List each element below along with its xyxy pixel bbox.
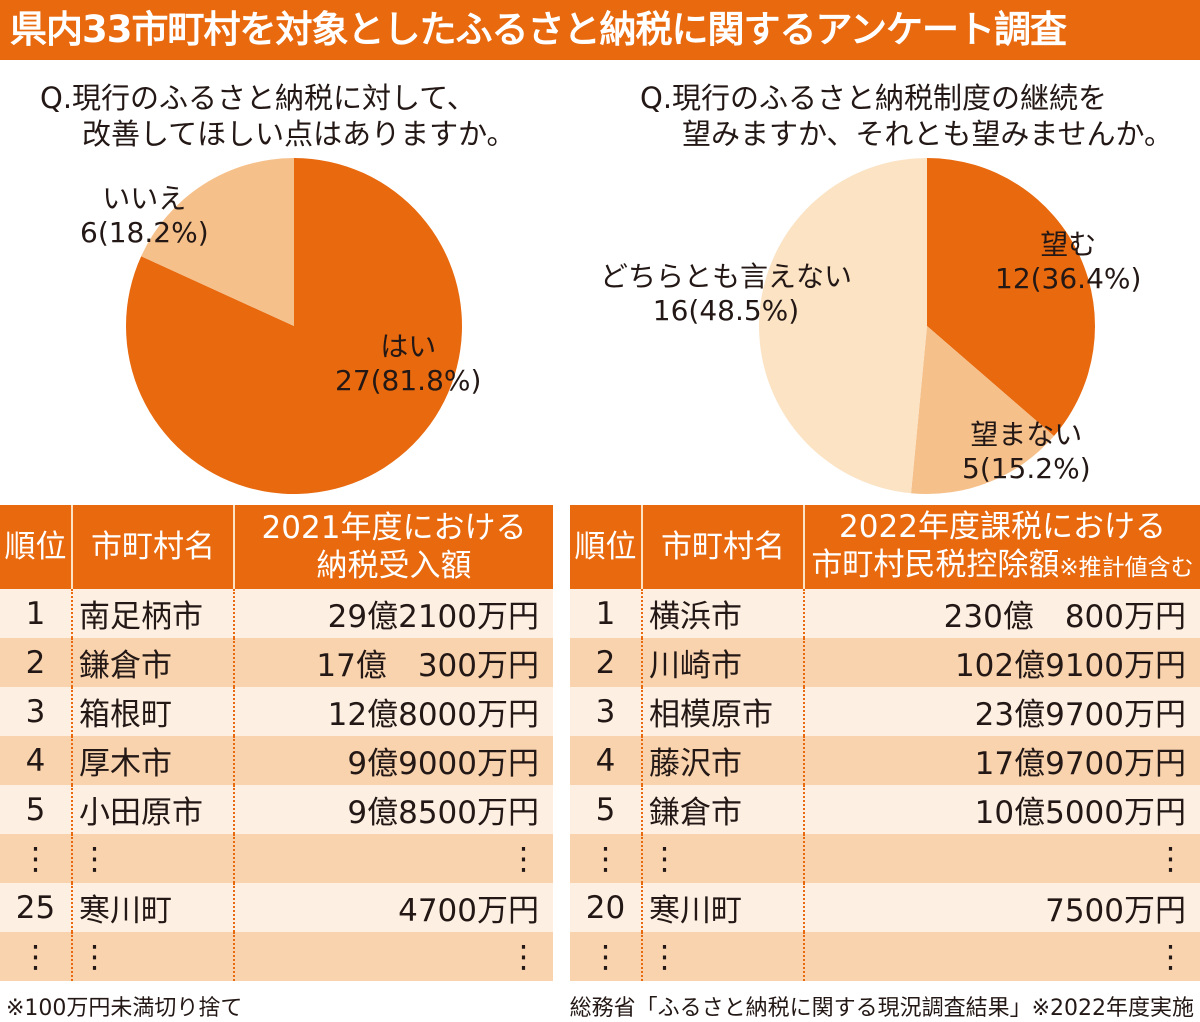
rank-cell: 2 xyxy=(0,638,72,687)
slice-label-iie: いいえ 6(18.2%) xyxy=(80,182,209,249)
amount-cell: 10億5000万円 xyxy=(803,785,1200,834)
amount-cell: 23億9700万円 xyxy=(803,687,1200,736)
municipality-cell: 寒川町 xyxy=(71,883,234,932)
rank-cell: 5 xyxy=(0,785,72,834)
table-row: 20 寒川町 7500万円 xyxy=(570,883,1200,932)
municipality-cell: 川崎市 xyxy=(641,638,804,687)
table-row: 3 箱根町 12億8000万円 xyxy=(0,687,553,736)
slice-label-dochiratomo: どちらとも言えない 16(48.5%) xyxy=(600,260,853,327)
amount-cell: ⋮ xyxy=(803,932,1200,981)
table-2022-deductions: 順位 市町村名 2022年度課税における 市町村民税控除額※推計値含む 1 横浜市 2… xyxy=(570,505,1200,981)
table-row: 2 鎌倉市 17億 300万円 xyxy=(0,638,553,687)
slice-label-nozomu: 望む 12(36.4%) xyxy=(995,228,1142,295)
amount-cell: 9億8500万円 xyxy=(233,785,553,834)
amount-cell: 29億2100万円 xyxy=(233,589,553,638)
municipality-cell: 相模原市 xyxy=(641,687,804,736)
rank-cell: 4 xyxy=(0,736,72,785)
municipality-cell: 小田原市 xyxy=(71,785,234,834)
pie-chart-1 xyxy=(126,158,463,495)
rank-cell: 20 xyxy=(570,883,642,932)
pie-slice-0 xyxy=(927,158,1095,437)
table-row: 5 小田原市 9億8500万円 xyxy=(0,785,553,834)
table-row: 4 藤沢市 17億9700万円 xyxy=(570,736,1200,785)
header-municipality: 市町村名 xyxy=(71,505,234,589)
municipality-cell: 横浜市 xyxy=(641,589,804,638)
municipality-cell: ⋮ xyxy=(641,932,804,981)
pie-slice-2 xyxy=(759,158,927,494)
header-rank: 順位 xyxy=(0,505,72,589)
municipality-cell: ⋮ xyxy=(71,932,234,981)
table-row: ⋮ ⋮ ⋮ xyxy=(570,932,1200,981)
municipality-cell: 寒川町 xyxy=(641,883,804,932)
table-row: 5 鎌倉市 10億5000万円 xyxy=(570,785,1200,834)
rank-cell: 1 xyxy=(0,589,72,638)
municipality-cell: ⋮ xyxy=(71,834,234,883)
amount-cell: ⋮ xyxy=(233,834,553,883)
amount-cell: 230億 800万円 xyxy=(803,589,1200,638)
rank-cell: ⋮ xyxy=(570,834,642,883)
amount-cell: 4700万円 xyxy=(233,883,553,932)
question-1-line1: Q.現行のふるさと納税に対して、 xyxy=(40,81,476,115)
table-row: ⋮ ⋮ ⋮ xyxy=(570,834,1200,883)
amount-cell: 17億9700万円 xyxy=(803,736,1200,785)
footnote: ※100万円未満切り捨て xyxy=(6,996,243,1021)
rank-cell: 25 xyxy=(0,883,72,932)
question-2: Q.現行のふるさと納税制度の継続を 望みますか、それとも望みませんか。 xyxy=(640,80,1173,152)
amount-cell: 12億8000万円 xyxy=(233,687,553,736)
municipality-cell: 藤沢市 xyxy=(641,736,804,785)
question-2-line2: 望みますか、それとも望みませんか。 xyxy=(682,117,1173,151)
amount-cell: ⋮ xyxy=(233,932,553,981)
slice-label-hai: はい 27(81.8%) xyxy=(335,330,482,397)
municipality-cell: ⋮ xyxy=(641,834,804,883)
page-title: 県内33市町村を対象としたふるさと納税に関するアンケート調査 xyxy=(0,0,1200,60)
table-row: 25 寒川町 4700万円 xyxy=(0,883,553,932)
table-row: ⋮ ⋮ ⋮ xyxy=(0,834,553,883)
slice-label-nozomanai: 望まない 5(15.2%) xyxy=(962,418,1091,485)
rank-cell: ⋮ xyxy=(0,932,72,981)
rank-cell: ⋮ xyxy=(570,932,642,981)
rank-cell: 1 xyxy=(570,589,642,638)
municipality-cell: 南足柄市 xyxy=(71,589,234,638)
rank-cell: 3 xyxy=(570,687,642,736)
question-1-line2: 改善してほしい点はありますか。 xyxy=(82,117,516,151)
header-municipality: 市町村名 xyxy=(641,505,804,589)
pie-chart-2 xyxy=(759,158,1095,495)
source-note: 総務省「ふるさと納税に関する現況調査結果」※2022年度実施 xyxy=(569,996,1194,1021)
rank-cell: 5 xyxy=(570,785,642,834)
header-amount: 2022年度課税における 市町村民税控除額※推計値含む xyxy=(803,505,1200,589)
rank-cell: 4 xyxy=(570,736,642,785)
table-2021-donations: 順位 市町村名 2021年度における 納税受入額 1 南足柄市 29億2100万円 2 鎌… xyxy=(0,505,553,981)
municipality-cell: 鎌倉市 xyxy=(641,785,804,834)
header-amount: 2021年度における 納税受入額 xyxy=(233,505,553,589)
rank-cell: 3 xyxy=(0,687,72,736)
header-rank: 順位 xyxy=(570,505,642,589)
table-row: ⋮ ⋮ ⋮ xyxy=(0,932,553,981)
amount-cell: 7500万円 xyxy=(803,883,1200,932)
municipality-cell: 箱根町 xyxy=(71,687,234,736)
table-row: 1 南足柄市 29億2100万円 xyxy=(0,589,553,638)
table-row: 1 横浜市 230億 800万円 xyxy=(570,589,1200,638)
municipality-cell: 鎌倉市 xyxy=(71,638,234,687)
pie-slice-0 xyxy=(126,158,463,495)
municipality-cell: 厚木市 xyxy=(71,736,234,785)
pie-slice-1 xyxy=(141,158,294,326)
rank-cell: 2 xyxy=(570,638,642,687)
table-row: 4 厚木市 9億9000万円 xyxy=(0,736,553,785)
table-row: 3 相模原市 23億9700万円 xyxy=(570,687,1200,736)
amount-cell: 102億9100万円 xyxy=(803,638,1200,687)
question-2-line1: Q.現行のふるさと納税制度の継続を xyxy=(640,81,1108,115)
question-1: Q.現行のふるさと納税に対して、 改善してほしい点はありますか。 xyxy=(40,80,516,152)
pie-slice-1 xyxy=(911,326,1054,495)
rank-cell: ⋮ xyxy=(0,834,72,883)
amount-cell: ⋮ xyxy=(803,834,1200,883)
amount-cell: 9億9000万円 xyxy=(233,736,553,785)
table-row: 2 川崎市 102億9100万円 xyxy=(570,638,1200,687)
amount-cell: 17億 300万円 xyxy=(233,638,553,687)
